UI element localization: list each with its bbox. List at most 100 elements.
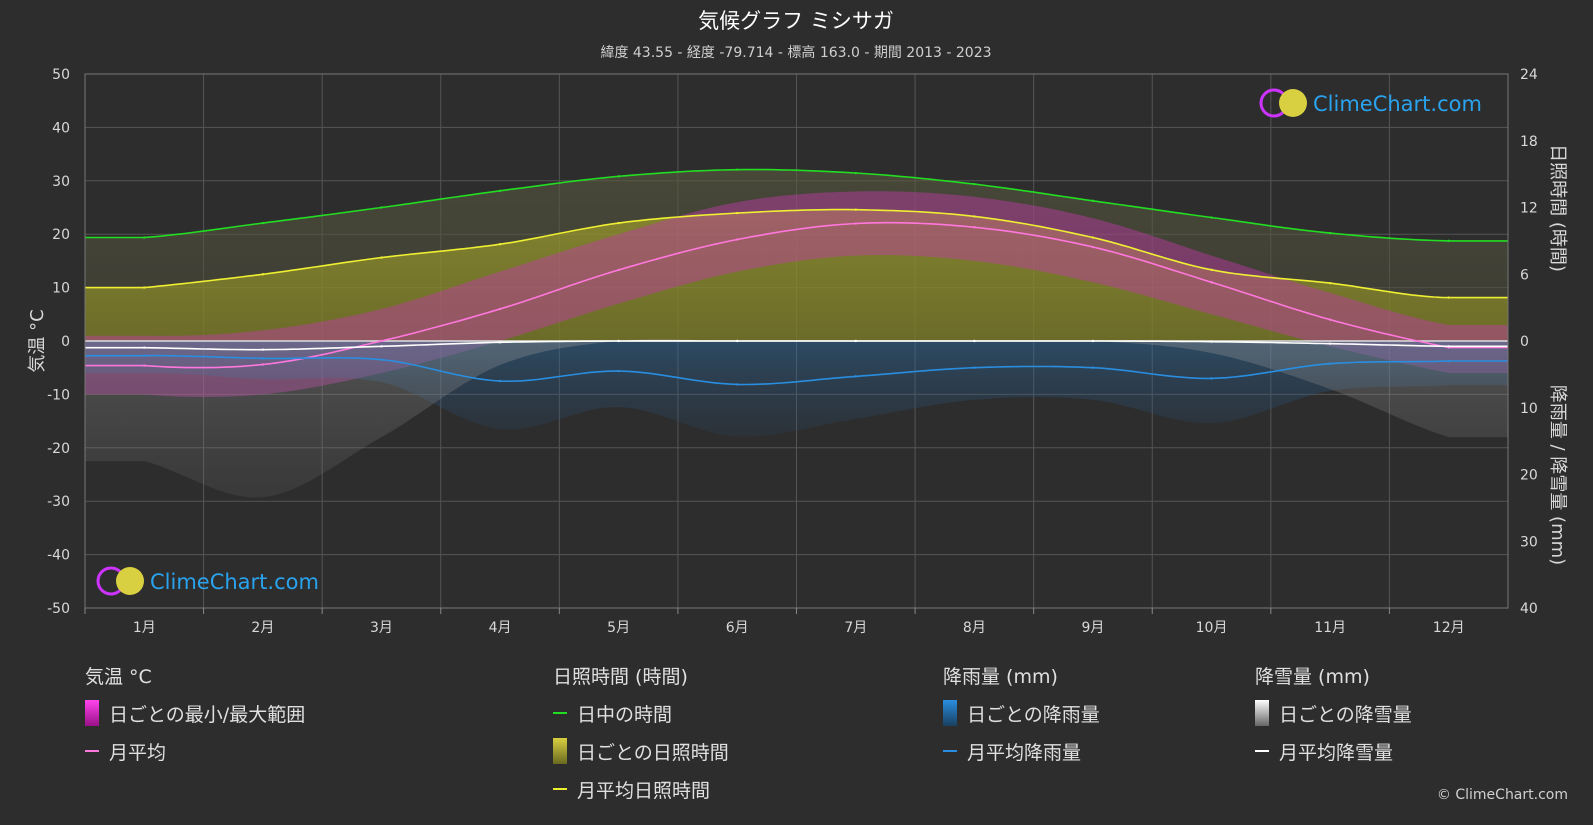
daylight-line-point	[973, 182, 976, 186]
rain-avg-swatch	[943, 750, 957, 752]
temp-avg-line-point	[617, 268, 620, 272]
temp-range-swatch	[85, 700, 99, 726]
rain-avg-line-point	[973, 366, 976, 369]
temp-avg-line-point	[1091, 245, 1095, 249]
right-axis-title-sunshine: 日照時間 (時間)	[1547, 144, 1568, 272]
legend-snow-avg: 月平均降雪量	[1255, 738, 1412, 764]
temp-avg-swatch	[85, 750, 99, 752]
left-tick-label: -20	[47, 441, 70, 457]
sunshine-avg-line-point	[1210, 268, 1213, 271]
month-tick-label: 2月	[251, 620, 274, 636]
legend-snow: 降雪量 (mm) 日ごとの降雪量 月平均降雪量	[1255, 662, 1412, 776]
logo-bottom-text: ClimeChart.com	[150, 570, 319, 594]
legend-sun: 日照時間 (時間) 日中の時間 日ごとの日照時間 月平均日照時間	[553, 662, 729, 814]
snow-avg-line-point	[736, 339, 739, 343]
left-tick-label: -50	[47, 601, 70, 617]
snow-avg-line-point	[380, 345, 383, 348]
sunshine-avg-line-point	[1328, 281, 1332, 285]
left-tick-label: 50	[52, 67, 70, 83]
daylight-swatch	[553, 712, 567, 714]
temp-avg-line-point	[973, 226, 976, 229]
snow-avg-line-point	[1091, 339, 1095, 343]
month-tick-label: 5月	[607, 620, 630, 636]
legend-rain-title: 降雨量 (mm)	[943, 666, 1058, 688]
snow-avg-line-point	[1328, 342, 1332, 345]
legend-temp-title: 気温 °C	[85, 666, 152, 688]
sunshine-avg-line-point	[854, 208, 857, 211]
legend-temp-avg: 月平均	[85, 738, 305, 764]
rain-avg-line-point	[1328, 362, 1332, 365]
snow-avg-line-point	[1447, 345, 1450, 348]
left-tick-label: -10	[47, 387, 70, 403]
logo-sun-icon	[116, 567, 144, 595]
sunshine-avg-line-point	[617, 221, 620, 225]
daylight-line-point	[854, 171, 857, 175]
sun-avg-swatch	[553, 788, 567, 790]
left-tick-label: -30	[47, 494, 70, 510]
legend-sun-avg: 月平均日照時間	[553, 776, 729, 802]
legend-rain: 降雨量 (mm) 日ごとの降雨量 月平均降雨量	[943, 662, 1100, 776]
legend-temp-avg-label: 月平均	[109, 741, 167, 764]
legend-daylight: 日中の時間	[553, 700, 729, 726]
sunshine-avg-line-point	[261, 273, 265, 276]
left-axis-title: 気温 °C	[27, 309, 48, 372]
temp-avg-line-point	[1328, 318, 1332, 321]
chart-subtitle: 緯度 43.55 - 経度 -79.714 - 標高 163.0 - 期間 20…	[600, 44, 991, 61]
legend: 気温 °C 日ごとの最小/最大範囲 月平均 日照時間 (時間) 日中の時間 日ご…	[0, 662, 1593, 812]
temp-avg-line-point	[261, 363, 265, 366]
legend-rain-avg: 月平均降雨量	[943, 738, 1100, 764]
legend-temp-range-label: 日ごとの最小/最大範囲	[109, 703, 306, 726]
snow-avg-line-point	[854, 339, 857, 343]
daylight-line-point	[1091, 199, 1095, 203]
daylight-line-point	[736, 168, 739, 171]
right-tick-label-sun: 0	[1520, 334, 1529, 350]
plot-areas	[85, 169, 1508, 498]
sunshine-avg-line	[85, 208, 1508, 299]
right-tick-label-precip: 40	[1520, 601, 1538, 617]
right-tick-label-sun: 12	[1520, 201, 1538, 217]
month-tick-label: 6月	[726, 620, 749, 636]
daylight-line-point	[380, 206, 383, 209]
month-tick-label: 12月	[1433, 620, 1465, 636]
sunshine-avg-line-point	[1091, 236, 1095, 239]
legend-temp-range: 日ごとの最小/最大範囲	[85, 700, 305, 726]
rain-avg-line-point	[1210, 377, 1213, 380]
daylight-line-point	[498, 189, 502, 193]
right-axis-ticks: 24 18 12 6 0 10 20 30 40	[1520, 67, 1538, 617]
sunshine-avg-line-point	[973, 215, 976, 218]
daily-snow-swatch	[1255, 700, 1269, 726]
logo-top-text: ClimeChart.com	[1313, 92, 1482, 116]
daylight-line-point	[617, 175, 620, 178]
snow-avg-line	[85, 340, 1508, 351]
right-tick-label-precip: 20	[1520, 468, 1538, 484]
sunshine-area	[85, 209, 1508, 341]
right-axis-title-precip: 降雨量 / 降雪量 (mm)	[1547, 385, 1568, 565]
rain-avg-line-point	[1091, 366, 1095, 369]
left-tick-label: -40	[47, 548, 70, 564]
left-tick-label: 40	[52, 120, 70, 136]
month-tick-label: 10月	[1196, 620, 1228, 636]
daylight-line-point	[261, 221, 265, 225]
legend-daylight-label: 日中の時間	[577, 703, 673, 726]
snow-avg-line-point	[261, 348, 265, 351]
daily-sun-swatch	[553, 738, 567, 764]
left-tick-label: 30	[52, 174, 70, 190]
temp-avg-line-point	[736, 238, 739, 241]
temp-avg-line-point	[143, 364, 146, 367]
month-tick-label: 3月	[370, 620, 393, 636]
legend-snow-avg-label: 月平均降雪量	[1279, 741, 1394, 764]
right-tick-label-sun: 18	[1520, 134, 1538, 150]
temp-avg-line-point	[854, 222, 857, 225]
sunshine-avg-line-point	[736, 211, 739, 215]
right-tick-label-precip: 10	[1520, 401, 1538, 417]
snow-avg-line-point	[1210, 340, 1213, 343]
month-tick-label: 1月	[133, 620, 156, 636]
right-tick-label-sun: 24	[1520, 67, 1538, 83]
climate-chart: 気候グラフ ミシサガ 緯度 43.55 - 経度 -79.714 - 標高 16…	[27, 9, 1568, 636]
sunshine-avg-line-point	[143, 286, 146, 289]
rain-avg-line-point	[380, 358, 383, 361]
month-tick-label: 9月	[1081, 620, 1104, 636]
plot-lines	[85, 168, 1508, 386]
rain-avg-line-point	[498, 379, 502, 383]
month-tick-label: 4月	[489, 620, 512, 636]
